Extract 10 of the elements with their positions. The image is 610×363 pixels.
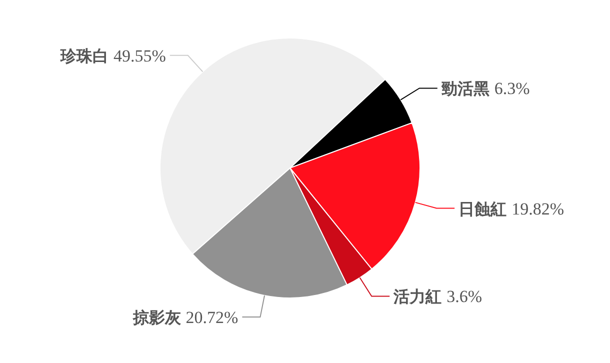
slice-label: 活力紅: [392, 287, 442, 306]
data-label: 6.3%: [494, 79, 530, 98]
slice-label: 日蝕紅: [458, 199, 507, 218]
slice-label: 掠影灰: [132, 308, 182, 328]
slice-label: 珍珠白: [59, 46, 108, 66]
data-label: 19.82%: [512, 199, 564, 218]
slice-label: 勁活黑: [440, 79, 490, 98]
data-label: 3.6%: [446, 287, 482, 306]
data-label: 49.55%: [113, 46, 166, 66]
data-label: 20.72%: [186, 308, 238, 328]
